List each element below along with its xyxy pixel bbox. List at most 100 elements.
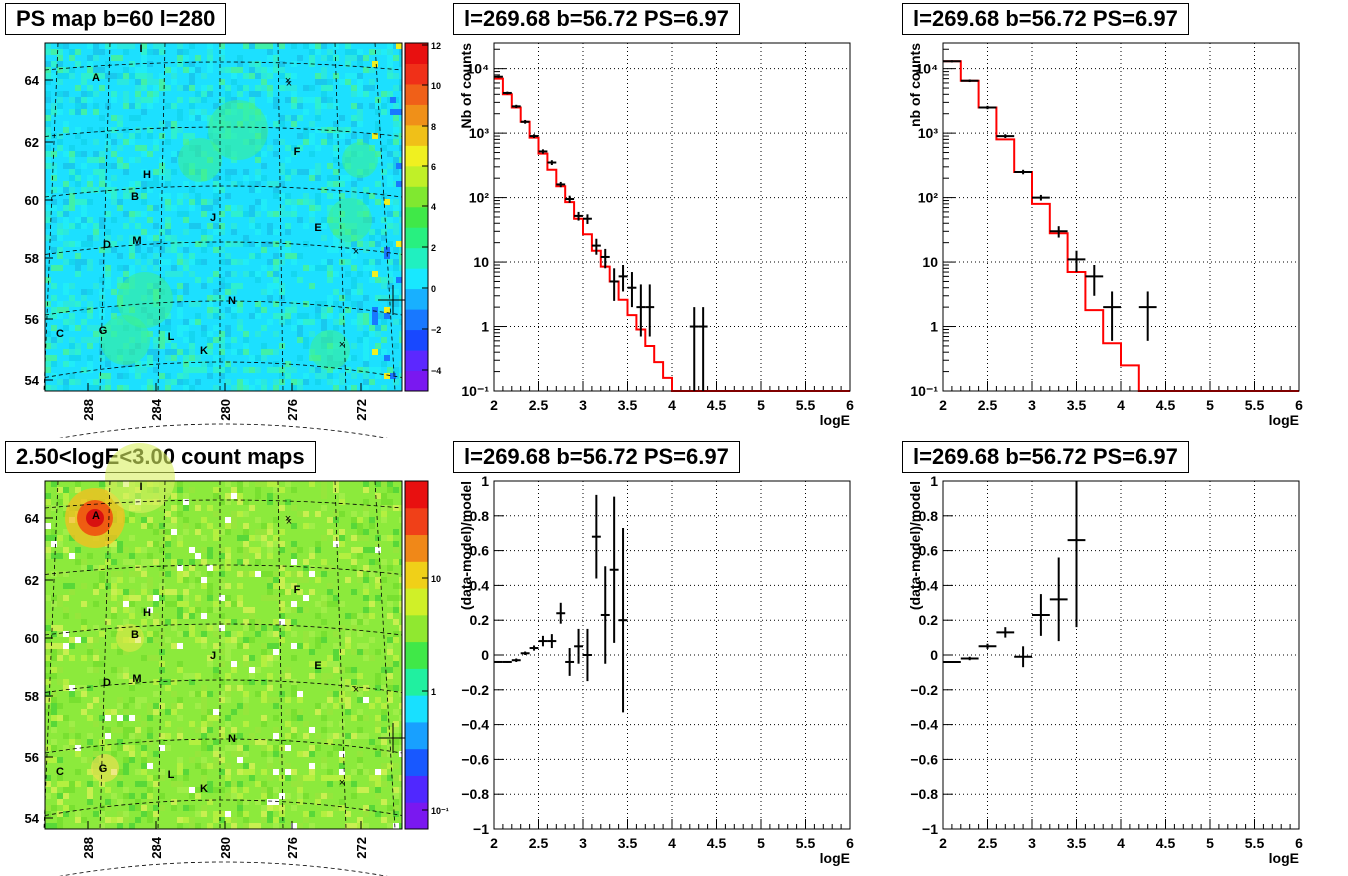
- map-pixel: [135, 241, 141, 247]
- map-pixel: [291, 523, 297, 529]
- map-pixel: [237, 643, 243, 649]
- map-pixel: [339, 379, 345, 385]
- map-pixel: [213, 187, 219, 193]
- map-pixel: [117, 697, 123, 703]
- map-pixel: [159, 241, 165, 247]
- map-pixel: [207, 787, 213, 793]
- map-pixel: [273, 787, 279, 793]
- map-pixel: [63, 67, 69, 73]
- map-pixel: [207, 799, 213, 805]
- map-pixel: [201, 73, 207, 79]
- map-pixel: [63, 805, 69, 811]
- map-pixel: [153, 589, 159, 595]
- model-line: [494, 77, 850, 392]
- map-pixel: [315, 577, 321, 583]
- map-pixel: [213, 385, 219, 391]
- map-pixel: [87, 787, 93, 793]
- data-point: [1067, 481, 1086, 628]
- map-pixel: [99, 811, 105, 817]
- ratio-chart-1: 2 2.5 3 3.5 4 4.5 5 5.5 6−1−0.8−0.6−0.4−0.200.20…: [458, 473, 854, 866]
- map-pixel: [225, 175, 231, 181]
- map-pixel: [381, 493, 387, 499]
- map-pixel: [387, 571, 393, 577]
- map-pixel: [393, 541, 399, 547]
- map-pixel: [45, 823, 51, 829]
- map-pixel: [291, 769, 297, 775]
- map-pixel: [87, 715, 93, 721]
- source-label: N: [228, 295, 236, 307]
- map-pixel: [243, 811, 249, 817]
- map-pixel: [87, 91, 93, 97]
- map-pixel: [255, 277, 261, 283]
- map-pixel: [255, 271, 261, 277]
- y-tick-label: −1: [922, 821, 938, 837]
- map-pixel: [333, 691, 339, 697]
- map-pixel: [327, 127, 333, 133]
- map-pixel: [357, 553, 363, 559]
- map-pixel: [372, 133, 378, 139]
- map-pixel: [165, 199, 171, 205]
- map-pixel: [75, 61, 81, 67]
- map-pixel: [69, 361, 75, 367]
- map-pixel: [123, 589, 129, 595]
- map-pixel: [201, 559, 207, 565]
- map-pixel: [147, 733, 153, 739]
- map-pixel: [69, 319, 75, 325]
- map-pixel: [189, 559, 195, 565]
- map-pixel: [291, 601, 297, 607]
- map-pixel: [195, 691, 201, 697]
- x-tick-label: 4.5: [1156, 397, 1176, 413]
- map-pixel: [243, 721, 249, 727]
- x-tick-label: 5.5: [796, 835, 816, 851]
- map-pixel: [147, 127, 153, 133]
- map-pixel: [207, 277, 213, 283]
- map-pixel: [384, 247, 390, 253]
- map-pixel: [207, 55, 213, 61]
- map-pixel: [363, 499, 369, 505]
- colorbar-segment: [405, 43, 428, 64]
- map-pixel: [99, 175, 105, 181]
- map-pixel: [201, 787, 207, 793]
- map-pixel: [63, 91, 69, 97]
- map-pixel: [351, 667, 357, 673]
- map-pixel: [255, 175, 261, 181]
- map-pixel: [159, 805, 165, 811]
- map-pixel: [273, 715, 279, 721]
- map-pixel: [111, 559, 117, 565]
- map-pixel: [393, 319, 399, 325]
- map-pixel: [75, 169, 81, 175]
- map-pixel: [183, 373, 189, 379]
- map-pixel: [225, 379, 231, 385]
- map-pixel: [123, 667, 129, 673]
- map-pixel: [153, 691, 159, 697]
- map-pixel: [315, 199, 321, 205]
- map-pixel: [219, 259, 225, 265]
- map-pixel: [243, 697, 249, 703]
- map-pixel: [123, 79, 129, 85]
- map-pixel: [255, 559, 261, 565]
- map-pixel: [231, 289, 237, 295]
- map-pixel: [357, 763, 363, 769]
- map-pixel: [303, 127, 309, 133]
- map-pixel: [51, 625, 57, 631]
- map-pixel: [69, 685, 75, 691]
- data-point: [529, 645, 539, 651]
- data-point: [689, 307, 699, 391]
- map-pixel: [51, 385, 57, 391]
- map-pixel: [189, 679, 195, 685]
- map-pixel: [261, 769, 267, 775]
- map-pixel: [345, 667, 351, 673]
- map-pixel: [51, 649, 57, 655]
- map-pixel: [351, 355, 357, 361]
- map-pixel: [381, 217, 387, 223]
- map-pixel: [225, 253, 231, 259]
- map-pixel: [93, 697, 99, 703]
- map-pixel: [231, 307, 237, 313]
- map-pixel: [69, 145, 75, 151]
- map-pixel: [357, 577, 363, 583]
- map-pixel: [51, 205, 57, 211]
- map-pixel: [399, 157, 402, 163]
- map-pixel: [159, 133, 165, 139]
- map-pixel: [183, 595, 189, 601]
- map-pixel: [291, 487, 297, 493]
